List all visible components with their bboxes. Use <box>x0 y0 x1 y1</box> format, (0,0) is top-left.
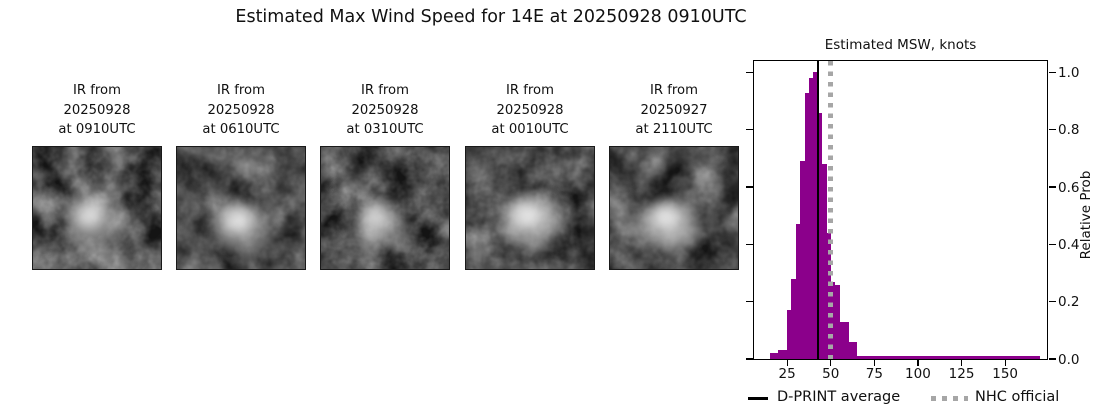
x-tick-label: 25 <box>778 366 796 382</box>
y-tick-label: 0.8 <box>1058 122 1080 139</box>
y-tick-label: 0.4 <box>1058 236 1080 253</box>
histogram-bar <box>822 164 827 359</box>
histogram-plot: 25 50 75 100 125 150 0.0 0.2 0.4 0.6 0.8 1.0 <box>745 60 1079 382</box>
y-axis-tick-left <box>745 71 753 74</box>
y-axis-tick-left <box>745 358 753 360</box>
page-title: Estimated Max Wind Speed for 14E at 2025… <box>235 7 747 27</box>
x-tick-label: 75 <box>865 366 883 382</box>
nhc-official-line <box>828 61 834 359</box>
histogram-bar <box>817 112 823 359</box>
y-axis-tick-left <box>745 129 753 131</box>
y-tick-label: 0.2 <box>1058 294 1080 311</box>
ir-panel-label-4: IR from 20250928 at 0010UTC <box>491 83 569 137</box>
ir-satellite-image-2 <box>176 146 306 270</box>
x-axis-tick <box>917 360 919 367</box>
legend-solid-line-swatch <box>748 397 768 400</box>
ir-panel-label-3: IR from 20250928 at 0310UTC <box>346 83 424 137</box>
ir-satellite-image-5 <box>609 146 739 270</box>
x-axis-tick <box>873 360 876 367</box>
y-axis-tick-right <box>1048 243 1056 245</box>
histogram-bar <box>843 321 849 359</box>
y-tick-label: 1.0 <box>1058 64 1080 81</box>
x-tick-label: 50 <box>822 366 840 382</box>
x-axis-tick <box>786 360 788 367</box>
histogram-bar <box>808 78 814 359</box>
histogram-bar <box>782 350 788 359</box>
histogram-bar <box>852 341 858 359</box>
x-axis-tick <box>960 360 963 367</box>
histogram-bar <box>778 350 784 359</box>
y-axis-tick-right <box>1048 301 1056 303</box>
histogram-bar <box>839 321 845 359</box>
histogram-bar <box>856 356 1041 359</box>
y-axis-tick-right <box>1048 186 1056 188</box>
histogram-bar <box>774 353 779 359</box>
x-tick-label: 125 <box>948 366 975 382</box>
x-axis-tick <box>830 360 832 367</box>
dprint-average-line <box>816 61 819 359</box>
x-tick-label: 150 <box>992 366 1019 382</box>
histogram-bar <box>800 161 805 359</box>
histogram-bar <box>769 353 775 359</box>
x-axis-tick <box>1004 360 1006 367</box>
y-axis-tick-left <box>745 243 753 245</box>
y-tick-label: 0.0 <box>1058 351 1080 368</box>
chart-title: Estimated MSW, knots <box>824 37 977 53</box>
ir-panel-label-1: IR from 20250928 at 0910UTC <box>58 83 136 137</box>
y-axis-tick-right <box>1048 358 1056 360</box>
histogram-bar <box>795 224 801 359</box>
legend-label-dprint-average: D-PRINT average <box>777 389 901 405</box>
plot-area: 25 50 75 100 125 150 0.0 0.2 0.4 0.6 0.8 1.0 <box>745 61 1079 382</box>
histogram-bar <box>848 341 853 359</box>
y-axis-tick-left <box>745 301 753 303</box>
y-axis-tick-left <box>745 186 753 188</box>
ir-satellite-image-3 <box>320 146 450 270</box>
y-tick-label: 0.6 <box>1058 179 1080 196</box>
legend-dotted-line-swatch <box>931 396 968 401</box>
histogram-bar <box>835 284 840 359</box>
ir-satellite-image-1 <box>32 146 162 270</box>
ir-panel-label-2: IR from 20250928 at 0610UTC <box>202 83 280 137</box>
y-axis-tick-right <box>1048 129 1056 131</box>
y-axis-label: Relative Prob <box>1078 170 1094 260</box>
ir-satellite-image-4 <box>465 146 595 270</box>
histogram-bar <box>813 72 819 359</box>
ir-panel-label-5: IR from 20250927 at 2110UTC <box>635 83 713 137</box>
x-tick-label: 100 <box>905 366 931 382</box>
histogram-bar <box>787 310 792 359</box>
legend-label-nhc-official: NHC official <box>975 389 1060 405</box>
histogram-bar <box>791 278 797 359</box>
y-axis-tick-right <box>1048 71 1056 74</box>
histogram-bar <box>804 92 810 359</box>
